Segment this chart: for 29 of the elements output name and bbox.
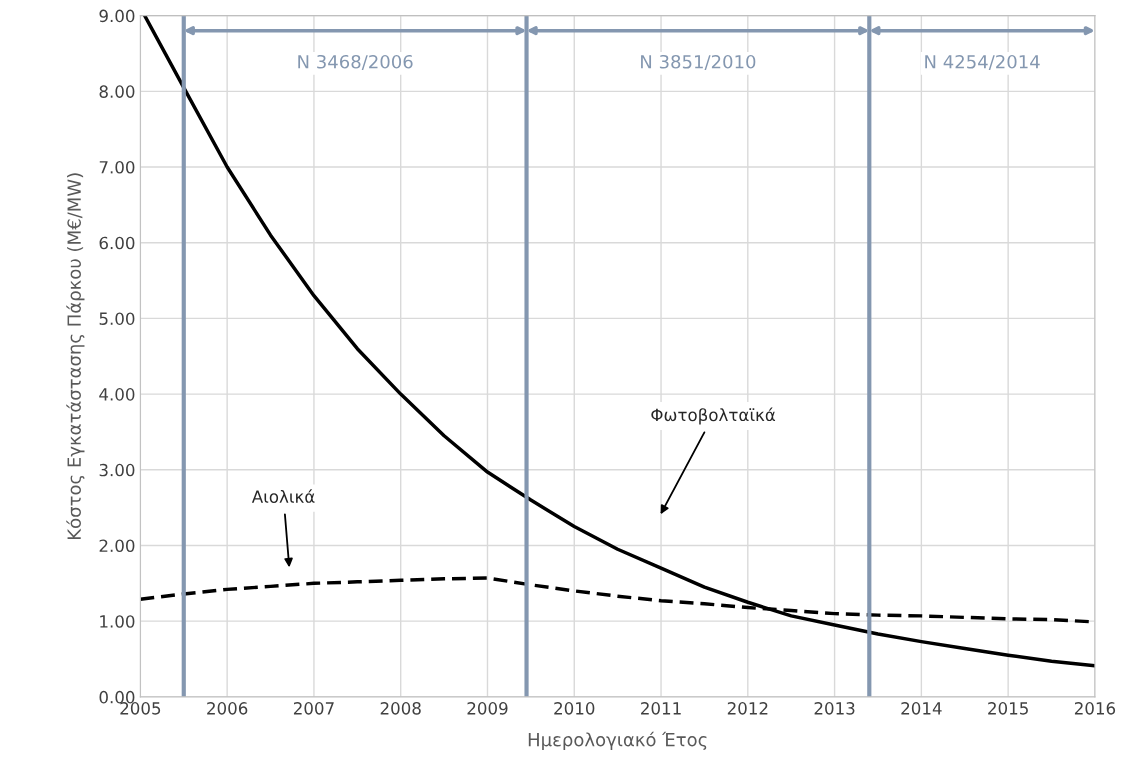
y-tick-label: 0.00 [99,690,135,704]
ref-line-label: N 4254/2014 [925,54,1040,70]
x-tick-label: 2008 [380,702,421,715]
x-tick-label: 2010 [554,702,595,715]
y-tick-label: 5.00 [99,312,135,325]
x-tick-label: 2013 [814,702,855,715]
x-axis-title: Ημερολογιακό Έτος [528,731,707,750]
ref-line-label: N 3468/2006 [298,54,413,70]
y-axis-title: Κόστος Εγκατάστασης Πάρκου (Μ€/MW) [66,173,85,539]
y-tick-label: 1.00 [100,615,135,628]
annotation: Αιολικά [251,489,315,503]
x-tick-label: 2005 [120,702,161,715]
annotation: Φωτοβολταϊκά [651,407,776,425]
x-tick-label: 2007 [293,702,334,715]
y-tick-label: 3.00 [99,463,135,477]
y-tick-label: 4.00 [99,388,135,401]
x-tick-label: 2006 [207,702,248,715]
y-tick-label: 9.00 [99,9,135,23]
x-tick-label: 2009 [467,702,508,715]
x-tick-label: 2011 [641,702,681,715]
x-tick-label: 2015 [988,702,1028,715]
y-tick-label: 6.00 [99,236,135,250]
y-tick-label: 8.00 [99,85,135,98]
y-tick-label: 2.00 [99,539,135,553]
x-tick-label: 2016 [1074,702,1116,715]
x-tick-label: 2012 [727,702,768,715]
ref-line-label: N 3851/2010 [641,54,756,70]
x-tick-label: 2014 [901,702,942,715]
y-tick-label: 7.00 [99,161,135,174]
